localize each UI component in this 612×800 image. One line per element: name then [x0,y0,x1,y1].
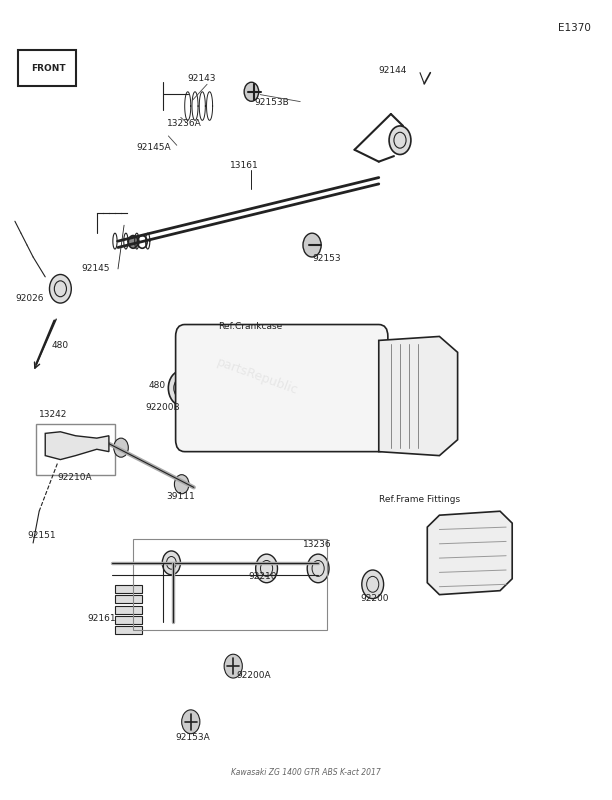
Circle shape [114,438,129,457]
Circle shape [434,552,451,574]
Circle shape [50,274,72,303]
Circle shape [289,362,335,422]
Circle shape [129,235,138,248]
Bar [115,626,142,634]
Text: 92153B: 92153B [255,98,289,106]
Text: E1370: E1370 [558,22,591,33]
Circle shape [307,554,329,582]
Text: Kawasaki ZG 1400 GTR ABS K-act 2017: Kawasaki ZG 1400 GTR ABS K-act 2017 [231,768,381,778]
Circle shape [168,370,195,406]
Circle shape [61,442,70,454]
Text: 92200: 92200 [360,594,389,603]
Text: 92151: 92151 [27,530,56,539]
Text: 92200A: 92200A [236,671,271,680]
Circle shape [236,360,278,416]
Bar [115,595,142,603]
Text: 13242: 13242 [39,410,67,418]
Circle shape [182,710,200,734]
Circle shape [220,386,232,402]
Text: 92153: 92153 [312,254,341,263]
Circle shape [362,570,384,598]
Bar [133,539,327,630]
Polygon shape [379,337,458,456]
Text: 92210: 92210 [248,572,277,581]
FancyBboxPatch shape [18,50,75,86]
Circle shape [73,439,83,452]
Bar [36,424,115,475]
Circle shape [162,551,181,574]
Text: 92145: 92145 [81,265,110,274]
Circle shape [245,372,270,404]
Text: 39111: 39111 [166,493,195,502]
Circle shape [303,233,321,257]
Text: FRONT: FRONT [31,64,65,74]
Text: 13236A: 13236A [166,119,201,128]
Circle shape [244,82,259,102]
Text: 92210A: 92210A [58,473,92,482]
Text: Ref.Crankcase: Ref.Crankcase [218,322,282,330]
Circle shape [389,126,411,154]
Text: partsRepublic: partsRepublic [215,355,300,397]
Circle shape [256,554,277,582]
Text: 92144: 92144 [379,66,407,75]
Circle shape [174,474,189,494]
Circle shape [228,350,286,426]
Text: 13161: 13161 [230,161,259,170]
Text: 92153A: 92153A [176,733,211,742]
Polygon shape [427,511,512,594]
Text: 92200B: 92200B [145,403,180,413]
Bar [115,585,142,593]
Circle shape [434,528,451,550]
Text: 92145A: 92145A [136,143,171,152]
Circle shape [174,378,190,398]
Circle shape [224,654,242,678]
Bar [115,616,142,624]
Circle shape [195,378,217,406]
Polygon shape [45,432,109,459]
Text: 480: 480 [148,381,165,390]
Text: Ref.Frame Fittings: Ref.Frame Fittings [379,495,460,504]
Text: 92161: 92161 [88,614,116,623]
Text: 13236: 13236 [303,540,332,549]
Text: 92143: 92143 [188,74,216,82]
Circle shape [297,372,327,412]
FancyBboxPatch shape [176,325,388,452]
Text: 92026: 92026 [15,294,43,303]
Text: 480: 480 [51,342,69,350]
Circle shape [48,439,58,452]
Bar [115,606,142,614]
